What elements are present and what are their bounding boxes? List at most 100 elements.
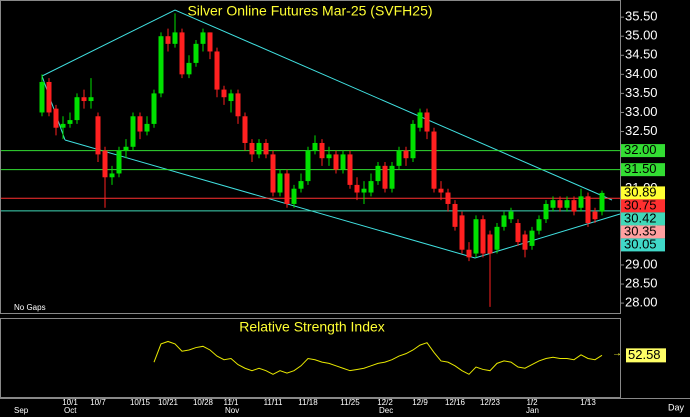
candle-body bbox=[172, 32, 178, 44]
price-label: 30.35 bbox=[624, 223, 657, 238]
candle-body bbox=[53, 108, 59, 128]
price-label-box bbox=[621, 212, 665, 226]
candle-body bbox=[256, 142, 262, 155]
y-tick-label: 28.00 bbox=[625, 295, 658, 310]
x-tick-label: 11/25 bbox=[340, 398, 360, 407]
candle-body bbox=[333, 154, 339, 170]
channel-upper bbox=[41, 9, 613, 201]
candle-body bbox=[585, 196, 591, 224]
chart-title: Silver Online Futures Mar-25 (SVFH25) bbox=[187, 3, 432, 19]
candle-body bbox=[403, 150, 409, 159]
price-label-box bbox=[621, 238, 665, 252]
candle-body bbox=[543, 203, 549, 220]
candle-body bbox=[347, 154, 353, 185]
x-tick-label: 10/1 bbox=[62, 398, 78, 407]
candle-body bbox=[382, 165, 388, 189]
candle-body bbox=[60, 123, 66, 128]
candle-body bbox=[39, 81, 45, 113]
y-tick-label: 33.00 bbox=[625, 104, 658, 119]
candle-body bbox=[389, 165, 395, 189]
price-label: 31.50 bbox=[624, 161, 657, 176]
period-label: Day bbox=[668, 402, 685, 412]
candle-body bbox=[319, 142, 325, 159]
candle-body bbox=[522, 234, 528, 250]
price-label: 30.05 bbox=[624, 236, 657, 251]
x-tick-label: 10/7 bbox=[90, 398, 106, 407]
candle-body bbox=[67, 120, 73, 124]
candle-body bbox=[424, 112, 430, 132]
price-label: 32.00 bbox=[624, 142, 657, 157]
candle-body bbox=[578, 196, 584, 208]
month-label: Nov bbox=[225, 406, 239, 415]
candle-body bbox=[445, 192, 451, 204]
month-label: Sep bbox=[14, 406, 29, 415]
candle-body bbox=[480, 219, 486, 254]
rsi-value-label: 52.58 bbox=[628, 347, 661, 362]
candle-body bbox=[88, 97, 94, 102]
price-label-box bbox=[621, 144, 665, 158]
candle-body bbox=[459, 215, 465, 250]
candle-body bbox=[298, 181, 304, 189]
x-tick-label: 11/11 bbox=[264, 398, 283, 407]
price-label-box bbox=[621, 163, 665, 177]
candle-body bbox=[375, 165, 381, 182]
candle-body bbox=[515, 223, 521, 243]
candle-body bbox=[207, 32, 213, 52]
candle-body bbox=[130, 116, 136, 147]
candle-body bbox=[536, 219, 542, 231]
candle-body bbox=[221, 89, 227, 98]
candle-body bbox=[557, 200, 563, 208]
y-tick-label: 29.00 bbox=[625, 256, 658, 271]
candle-body bbox=[571, 200, 577, 212]
candle-body bbox=[354, 184, 360, 193]
candle-body bbox=[249, 142, 255, 155]
y-tick-label: 35.00 bbox=[625, 28, 658, 43]
candle-body bbox=[452, 203, 458, 227]
x-tick-label: 12/9 bbox=[412, 398, 428, 407]
candle-body bbox=[599, 192, 605, 212]
candle-body bbox=[396, 150, 402, 166]
candle-body bbox=[123, 146, 129, 151]
candle-body bbox=[368, 181, 374, 193]
candle-body bbox=[466, 249, 472, 258]
candle-body bbox=[165, 36, 171, 44]
candle-body bbox=[550, 200, 556, 208]
candle-body bbox=[284, 173, 290, 204]
rsi-arrow: → bbox=[612, 348, 622, 359]
candle-body bbox=[46, 81, 52, 113]
candle-body bbox=[410, 123, 416, 159]
rsi-line bbox=[153, 340, 603, 375]
x-tick-label: 1/13 bbox=[580, 398, 596, 407]
candle-body bbox=[158, 36, 164, 94]
channel-lower bbox=[64, 139, 621, 259]
month-label: Jan bbox=[526, 406, 539, 415]
candle-body bbox=[494, 226, 500, 250]
candle-body bbox=[277, 173, 283, 193]
candle-body bbox=[186, 62, 192, 75]
candle-body bbox=[340, 154, 346, 170]
candle-body bbox=[564, 200, 570, 208]
candle-body bbox=[109, 173, 115, 178]
candle-body bbox=[326, 154, 332, 159]
price-label: 30.75 bbox=[624, 197, 657, 212]
candle-body bbox=[81, 97, 87, 102]
candle-body bbox=[473, 219, 479, 254]
rsi-panel bbox=[0, 318, 621, 398]
candle-body bbox=[270, 154, 276, 193]
candle-body bbox=[291, 188, 297, 204]
y-tick-label: 35.50 bbox=[625, 9, 658, 24]
rsi-value-box bbox=[626, 348, 666, 363]
candle-body bbox=[438, 188, 444, 193]
candle-body bbox=[193, 43, 199, 63]
candle-body bbox=[95, 116, 101, 155]
month-label: Oct bbox=[64, 406, 77, 415]
candle-body bbox=[529, 230, 535, 246]
candle-body bbox=[235, 93, 241, 117]
candle-body bbox=[214, 51, 220, 90]
candle-body bbox=[144, 123, 150, 132]
price-label: 30.89 bbox=[624, 184, 657, 199]
x-tick-label: 11/1 bbox=[224, 398, 240, 407]
price-label-box bbox=[621, 186, 665, 200]
candle-body bbox=[137, 116, 143, 132]
